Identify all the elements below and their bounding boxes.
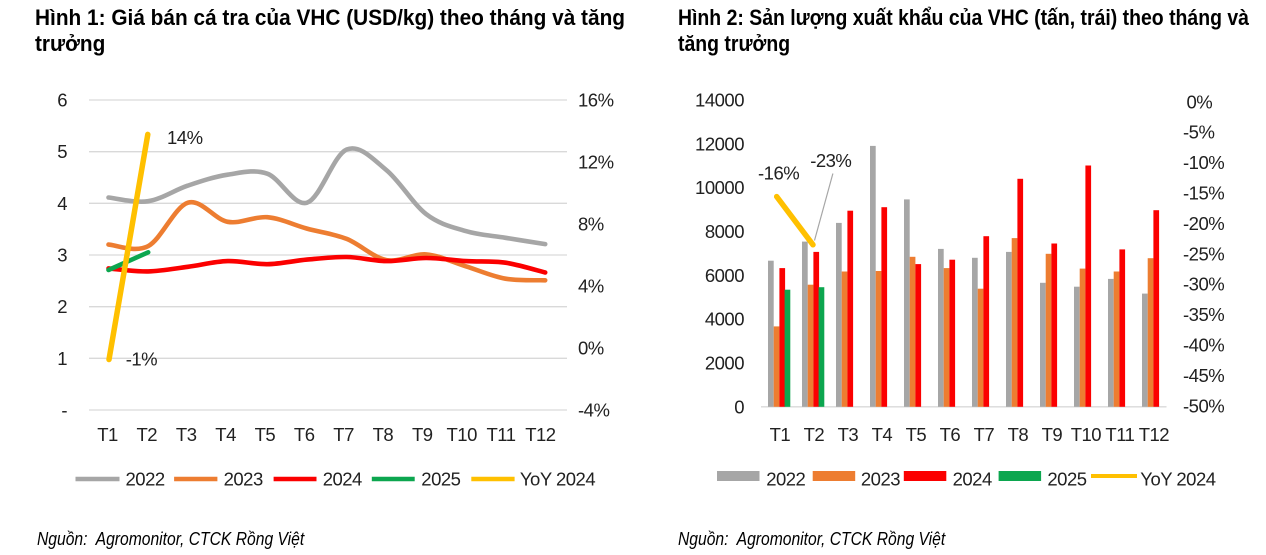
svg-text:-5%: -5%	[1183, 122, 1214, 143]
svg-text:T12: T12	[525, 424, 556, 445]
svg-text:T9: T9	[412, 424, 433, 445]
svg-text:T1: T1	[97, 424, 118, 445]
svg-text:2024: 2024	[953, 469, 992, 490]
svg-text:6000: 6000	[705, 265, 744, 286]
svg-text:T11: T11	[486, 424, 515, 445]
svg-text:T2: T2	[137, 424, 158, 445]
svg-text:14%: 14%	[167, 127, 203, 148]
svg-text:T12: T12	[1139, 424, 1170, 445]
svg-text:0%: 0%	[578, 338, 604, 359]
svg-text:3: 3	[57, 245, 67, 266]
svg-text:-23%: -23%	[810, 150, 851, 171]
svg-text:4: 4	[57, 193, 67, 214]
svg-text:T6: T6	[294, 424, 315, 445]
svg-text:6: 6	[57, 90, 67, 111]
svg-text:10000: 10000	[695, 177, 744, 198]
svg-text:2000: 2000	[705, 352, 744, 373]
svg-text:T5: T5	[906, 424, 927, 445]
svg-text:8%: 8%	[578, 214, 604, 235]
svg-text:-: -	[61, 400, 67, 421]
svg-text:2022: 2022	[126, 469, 165, 490]
svg-text:8000: 8000	[705, 221, 744, 242]
svg-text:5: 5	[57, 141, 67, 162]
svg-text:14000: 14000	[695, 90, 744, 111]
svg-text:2023: 2023	[861, 469, 900, 490]
svg-text:T4: T4	[872, 424, 893, 445]
svg-text:2025: 2025	[1047, 469, 1086, 490]
svg-text:T7: T7	[333, 424, 354, 445]
svg-text:4000: 4000	[705, 309, 744, 330]
svg-text:-15%: -15%	[1183, 183, 1224, 204]
svg-text:T1: T1	[770, 424, 791, 445]
svg-text:-20%: -20%	[1183, 213, 1224, 234]
svg-text:-16%: -16%	[758, 163, 799, 184]
svg-text:-4%: -4%	[578, 400, 609, 421]
svg-text:-40%: -40%	[1183, 335, 1224, 356]
svg-text:16%: 16%	[578, 90, 614, 111]
svg-text:T11: T11	[1105, 424, 1134, 445]
svg-text:T10: T10	[1071, 424, 1102, 445]
svg-text:-30%: -30%	[1183, 274, 1224, 295]
svg-text:T7: T7	[974, 424, 995, 445]
svg-text:YoY 2024: YoY 2024	[520, 469, 595, 490]
svg-text:-25%: -25%	[1183, 243, 1224, 264]
svg-text:2024: 2024	[323, 469, 362, 490]
svg-text:0: 0	[734, 396, 744, 417]
svg-text:T10: T10	[447, 424, 478, 445]
svg-text:4%: 4%	[578, 276, 604, 297]
svg-text:2: 2	[57, 296, 67, 317]
svg-text:-45%: -45%	[1183, 365, 1224, 386]
svg-text:T8: T8	[1008, 424, 1029, 445]
svg-text:T2: T2	[804, 424, 825, 445]
svg-text:YoY 2024: YoY 2024	[1140, 469, 1215, 490]
svg-text:0%: 0%	[1187, 91, 1213, 112]
svg-text:12%: 12%	[578, 152, 614, 173]
svg-text:2022: 2022	[766, 469, 805, 490]
svg-text:-50%: -50%	[1183, 395, 1224, 416]
svg-text:T5: T5	[255, 424, 276, 445]
svg-text:2025: 2025	[421, 469, 460, 490]
svg-text:-10%: -10%	[1183, 152, 1224, 173]
svg-text:-1%: -1%	[126, 349, 157, 370]
svg-text:T6: T6	[940, 424, 961, 445]
svg-text:T4: T4	[215, 424, 236, 445]
svg-text:1: 1	[57, 348, 67, 369]
svg-text:2023: 2023	[224, 469, 263, 490]
svg-text:T9: T9	[1042, 424, 1063, 445]
svg-text:T3: T3	[176, 424, 197, 445]
svg-text:T3: T3	[838, 424, 859, 445]
svg-text:-35%: -35%	[1183, 304, 1224, 325]
svg-text:T8: T8	[373, 424, 394, 445]
svg-text:12000: 12000	[695, 133, 744, 154]
